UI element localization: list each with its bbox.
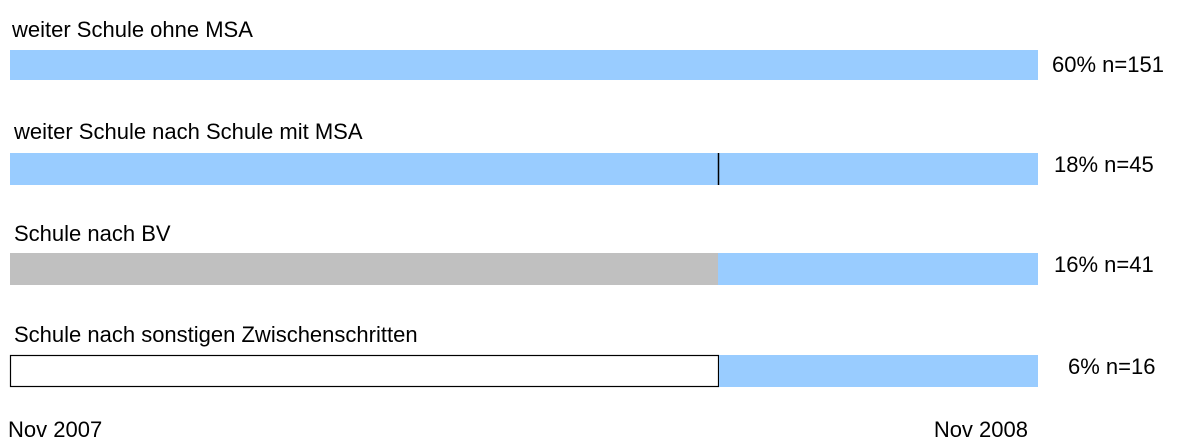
value-label: 6% n=16	[1068, 354, 1155, 379]
row-label: weiter Schule ohne MSA	[11, 17, 253, 42]
bar	[10, 50, 1038, 80]
bar-segment	[9, 354, 720, 388]
value-label: 60% n=151	[1052, 52, 1164, 77]
row-label: Schule nach BV	[14, 221, 171, 246]
bar-segment	[10, 253, 718, 285]
bar	[10, 153, 1038, 185]
axis-start: Nov 2007	[8, 417, 102, 441]
bar-segment	[718, 253, 1038, 285]
axis-end: Nov 2008	[934, 417, 1028, 441]
row-label: weiter Schule nach Schule mit MSA	[13, 119, 363, 144]
value-label: 18% n=45	[1054, 152, 1154, 177]
row-label: Schule nach sonstigen Zwischenschritten	[14, 322, 418, 347]
value-label: 16% n=41	[1054, 252, 1154, 277]
bar-segment	[719, 355, 1038, 387]
